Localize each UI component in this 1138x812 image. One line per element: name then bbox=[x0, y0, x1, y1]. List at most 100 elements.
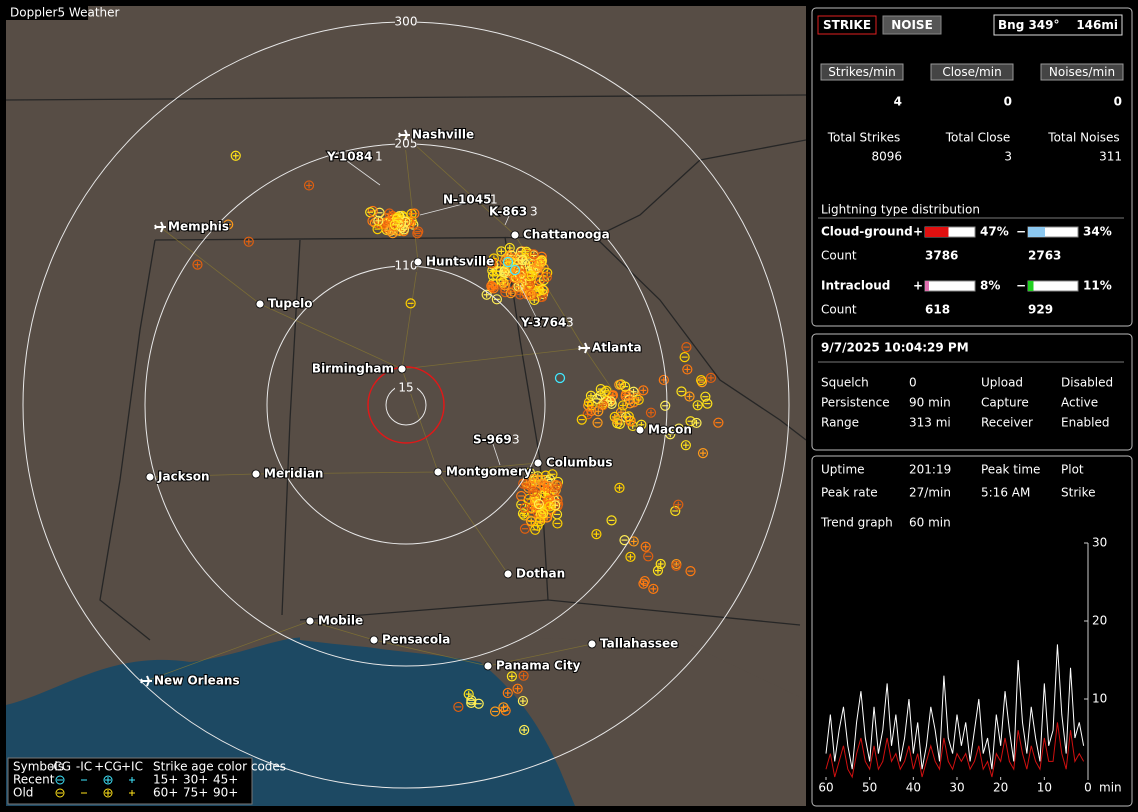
recent-strike bbox=[502, 256, 514, 268]
strike-tag-id: K-863 bbox=[489, 205, 527, 219]
tag-leader bbox=[346, 160, 381, 186]
strike-symbols bbox=[192, 150, 724, 736]
strike-sign bbox=[599, 402, 606, 409]
florida-panhandle bbox=[300, 620, 806, 700]
strike-symbol bbox=[303, 180, 315, 191]
strike-symbol bbox=[505, 288, 516, 299]
city-dot bbox=[251, 469, 261, 479]
strike-symbol bbox=[684, 391, 695, 402]
count-label: Count bbox=[821, 249, 857, 263]
distribution-title: Lightning type distribution bbox=[821, 203, 980, 217]
total-label: Total Close bbox=[945, 131, 1011, 145]
strike-sign bbox=[528, 518, 535, 525]
percent-label: 34% bbox=[1083, 225, 1112, 239]
legend-sign bbox=[129, 777, 135, 783]
strike-symbol bbox=[500, 705, 511, 716]
rate-label-box bbox=[1040, 63, 1124, 81]
strike-symbol bbox=[230, 150, 241, 161]
strike-symbol bbox=[517, 695, 528, 707]
strike-symbol bbox=[685, 416, 696, 427]
legend-sign bbox=[105, 777, 111, 783]
x-tick-label: 0 bbox=[1084, 781, 1092, 795]
strike-sign bbox=[232, 152, 239, 159]
legend-age: 75+ bbox=[183, 786, 208, 800]
strike-tag-count: 3 bbox=[566, 316, 574, 330]
sign: + bbox=[913, 225, 923, 239]
city-dot bbox=[483, 661, 493, 671]
strike-sign bbox=[593, 531, 600, 538]
strike-symbol bbox=[409, 208, 420, 219]
strike-symbol bbox=[389, 219, 400, 230]
status-item: Upload bbox=[981, 376, 1023, 390]
airport-icon bbox=[578, 342, 590, 354]
strike-sign bbox=[617, 409, 624, 416]
strike-symbol bbox=[655, 558, 666, 570]
status-item: Squelch bbox=[821, 376, 869, 390]
strike-sign bbox=[611, 413, 618, 420]
airport-icon bbox=[140, 675, 152, 687]
bearing: Bng 349° bbox=[998, 18, 1060, 32]
strike-symbol bbox=[676, 386, 687, 397]
strike-sign bbox=[483, 291, 490, 298]
city-label: Tallahassee bbox=[600, 637, 678, 651]
strike-symbol bbox=[700, 391, 711, 402]
mode-button[interactable] bbox=[817, 15, 877, 35]
ring-label-bg bbox=[395, 382, 417, 394]
status-item: Capture bbox=[981, 396, 1029, 410]
x-tick-label: 30 bbox=[949, 781, 964, 795]
stats-item: Strike bbox=[1061, 486, 1096, 500]
panel-content: STRIKE NOISE Bng 349° 146mi Strikes/min 4 Clos… bbox=[817, 14, 1124, 795]
city-label: Meridian bbox=[264, 467, 323, 481]
strike-symbol bbox=[552, 480, 563, 491]
total-label: Total Strikes bbox=[827, 131, 901, 145]
strike-symbol bbox=[696, 374, 707, 386]
strike-sign bbox=[541, 482, 548, 489]
map-title: Doppler5 Weather bbox=[10, 6, 120, 20]
legend-age: 45+ bbox=[213, 773, 238, 787]
status-item: 313 mi bbox=[909, 416, 951, 430]
strike-symbol bbox=[500, 268, 511, 279]
strike-symbol bbox=[591, 529, 602, 540]
city-label: Columbus bbox=[546, 456, 613, 470]
strike-symbol bbox=[681, 342, 692, 353]
strike-sign bbox=[654, 567, 661, 574]
legend-type: +CG bbox=[94, 760, 122, 774]
mode-button[interactable] bbox=[882, 15, 942, 35]
strike-symbol bbox=[466, 695, 477, 706]
count-value: 2763 bbox=[1028, 249, 1061, 263]
strike-sign bbox=[616, 484, 623, 491]
legend-age: 60+ bbox=[153, 786, 178, 800]
status-item: Persistence bbox=[821, 396, 890, 410]
strike-tag-id: Y-3764 bbox=[520, 316, 566, 330]
stats-panel bbox=[811, 455, 1133, 807]
strike-sign bbox=[386, 210, 393, 217]
percent-bar bbox=[925, 281, 929, 291]
strike-symbol bbox=[605, 396, 616, 407]
strike-symbol bbox=[527, 486, 539, 497]
strike-symbol bbox=[530, 524, 541, 535]
strike-sign bbox=[693, 419, 700, 426]
status-item: Disabled bbox=[1061, 376, 1113, 390]
trend-line bbox=[825, 722, 1085, 779]
strike-sign bbox=[642, 543, 649, 550]
city-dot bbox=[533, 458, 543, 468]
strike-sign bbox=[386, 227, 393, 234]
strike-symbol bbox=[623, 411, 634, 422]
strike-symbol bbox=[515, 281, 526, 292]
strike-symbol bbox=[620, 389, 631, 400]
strike-symbol bbox=[394, 218, 405, 229]
strike-symbol bbox=[519, 724, 530, 736]
count-value: 3786 bbox=[925, 249, 958, 263]
strike-symbol bbox=[412, 228, 423, 239]
strike-symbol bbox=[525, 289, 536, 300]
airport-icon bbox=[154, 221, 166, 233]
tag-leader bbox=[504, 215, 510, 226]
count-value: 618 bbox=[925, 303, 950, 317]
strike-sign bbox=[528, 272, 535, 279]
city-dot bbox=[635, 425, 645, 435]
map-view[interactable]: 300 205 110 15 Nashville Memphis Chattanooga Hu… bbox=[6, 6, 806, 807]
strike-tag-id: N-1045 bbox=[443, 193, 491, 207]
strike-tag-id: S-969 bbox=[473, 433, 512, 447]
strike-symbol bbox=[682, 364, 693, 375]
